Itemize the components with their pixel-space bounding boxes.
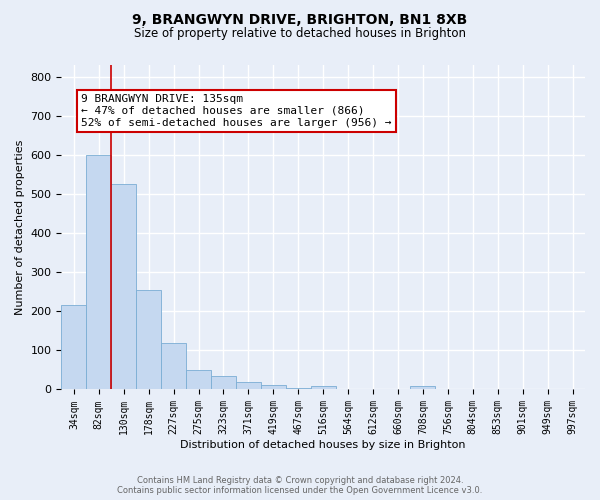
Bar xyxy=(410,386,436,390)
Bar xyxy=(311,386,335,390)
Bar xyxy=(211,376,236,390)
X-axis label: Distribution of detached houses by size in Brighton: Distribution of detached houses by size … xyxy=(181,440,466,450)
Bar xyxy=(161,344,186,390)
Bar xyxy=(111,184,136,390)
Text: Size of property relative to detached houses in Brighton: Size of property relative to detached ho… xyxy=(134,28,466,40)
Text: 9 BRANGWYN DRIVE: 135sqm
← 47% of detached houses are smaller (866)
52% of semi-: 9 BRANGWYN DRIVE: 135sqm ← 47% of detach… xyxy=(82,94,392,128)
Text: Contains HM Land Registry data © Crown copyright and database right 2024.
Contai: Contains HM Land Registry data © Crown c… xyxy=(118,476,482,495)
Bar xyxy=(186,370,211,390)
Bar xyxy=(86,155,111,390)
Bar xyxy=(286,388,311,390)
Bar xyxy=(261,385,286,390)
Y-axis label: Number of detached properties: Number of detached properties xyxy=(15,140,25,315)
Bar xyxy=(236,382,261,390)
Bar xyxy=(136,290,161,390)
Bar xyxy=(61,306,86,390)
Text: 9, BRANGWYN DRIVE, BRIGHTON, BN1 8XB: 9, BRANGWYN DRIVE, BRIGHTON, BN1 8XB xyxy=(133,12,467,26)
